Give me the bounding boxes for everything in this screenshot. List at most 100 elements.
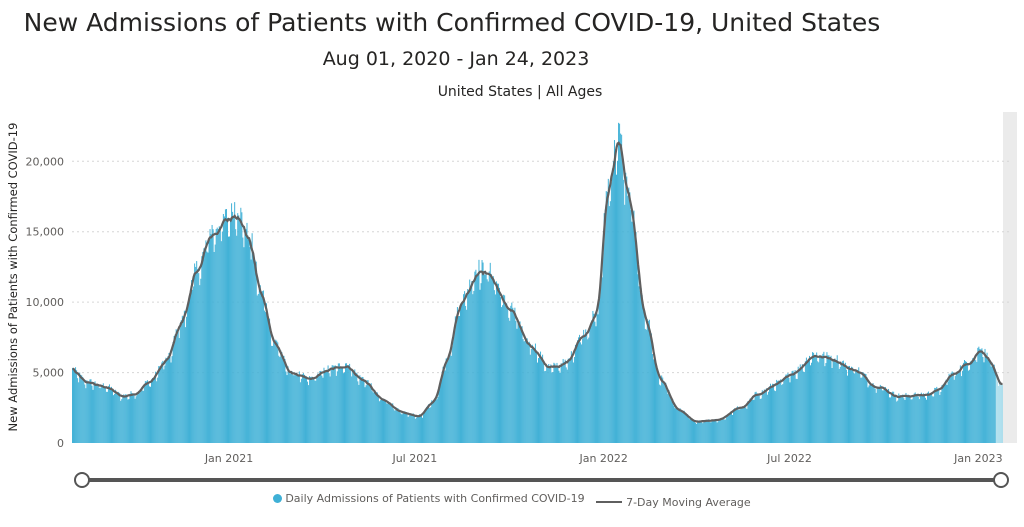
daily-bar xyxy=(362,377,364,443)
daily-bar xyxy=(898,393,900,443)
daily-bar xyxy=(686,414,688,443)
daily-bar xyxy=(529,354,531,443)
daily-bar xyxy=(253,258,255,443)
daily-bar xyxy=(563,361,565,443)
daily-bar xyxy=(560,363,562,443)
daily-bar xyxy=(181,315,183,443)
daily-bar xyxy=(905,392,907,443)
daily-bar xyxy=(146,380,148,443)
daily-bar xyxy=(604,209,606,443)
daily-bar xyxy=(555,366,557,443)
daily-bar xyxy=(208,239,210,443)
daily-bar xyxy=(241,212,243,443)
daily-bar xyxy=(702,423,704,443)
daily-bar xyxy=(404,411,406,443)
daily-bar xyxy=(800,368,802,443)
daily-bar xyxy=(91,385,93,443)
daily-bar xyxy=(142,390,144,443)
daily-bar xyxy=(78,382,80,443)
slider-end-handle[interactable] xyxy=(993,472,1009,488)
daily-bar xyxy=(480,283,482,443)
daily-bar xyxy=(152,377,154,443)
daily-bar xyxy=(262,290,264,443)
daily-bar xyxy=(743,406,745,443)
daily-bar xyxy=(201,256,203,443)
daily-bar xyxy=(713,419,715,443)
daily-bar xyxy=(367,380,369,443)
daily-bar xyxy=(443,369,445,443)
daily-bar xyxy=(767,391,769,443)
daily-bar xyxy=(278,355,280,443)
daily-bar xyxy=(956,371,958,443)
daily-bar xyxy=(640,288,642,443)
daily-bar xyxy=(982,356,984,443)
daily-bar xyxy=(740,407,742,443)
daily-bar xyxy=(693,420,694,443)
daily-bar xyxy=(607,178,609,443)
daily-bar xyxy=(734,408,736,443)
daily-bar xyxy=(213,252,215,443)
daily-bar xyxy=(745,407,747,443)
daily-bar xyxy=(236,235,238,443)
daily-bar xyxy=(431,400,433,443)
daily-bar xyxy=(274,341,276,443)
daily-bar xyxy=(488,271,490,443)
daily-bar xyxy=(546,365,548,443)
daily-bar xyxy=(565,367,567,443)
daily-bar xyxy=(131,393,133,443)
daily-bar xyxy=(169,354,171,443)
daily-bar xyxy=(590,323,592,443)
daily-bar xyxy=(373,391,375,443)
daily-bar xyxy=(746,408,748,443)
daily-bar xyxy=(525,338,527,443)
daily-bar xyxy=(153,378,155,443)
daily-bar xyxy=(772,383,774,443)
daily-bar xyxy=(894,395,896,443)
daily-bar xyxy=(879,384,881,443)
daily-bar xyxy=(618,122,620,443)
daily-bar xyxy=(913,393,915,443)
daily-bar xyxy=(712,420,714,443)
daily-bar xyxy=(917,396,919,443)
daily-bar xyxy=(230,220,232,443)
daily-bar xyxy=(494,294,496,443)
daily-bar xyxy=(77,378,79,443)
daily-bar xyxy=(927,392,929,443)
daily-bar xyxy=(568,358,570,443)
daily-bar xyxy=(317,373,319,443)
daily-bar xyxy=(629,192,631,443)
daily-bar xyxy=(533,348,535,443)
daily-bar xyxy=(504,295,506,443)
daily-bar xyxy=(389,402,391,443)
daily-bar xyxy=(112,390,114,443)
legend-item-moving-average[interactable]: 7-Day Moving Average xyxy=(596,496,751,509)
daily-bar xyxy=(314,380,316,443)
daily-bar xyxy=(660,385,662,443)
daily-bar xyxy=(661,375,663,443)
daily-bar xyxy=(386,403,388,443)
daily-bar xyxy=(249,247,251,443)
slider-start-handle[interactable] xyxy=(74,472,90,488)
daily-bar xyxy=(273,338,275,443)
daily-bar xyxy=(759,398,761,443)
daily-bar xyxy=(424,411,426,443)
x-tick-label: Jul 2021 xyxy=(391,452,437,465)
daily-bar xyxy=(541,358,543,443)
daily-bar xyxy=(332,365,334,443)
daily-bar xyxy=(319,371,321,443)
daily-bar xyxy=(147,383,149,443)
daily-bar xyxy=(857,369,859,443)
daily-bar xyxy=(349,363,351,443)
daily-bar xyxy=(815,355,817,443)
daily-bar xyxy=(272,345,274,443)
daily-bar xyxy=(502,305,504,443)
daily-bar xyxy=(105,391,107,443)
daily-bar xyxy=(680,411,682,443)
daily-bar xyxy=(799,364,801,443)
daily-bar xyxy=(720,418,722,443)
daily-bar xyxy=(93,382,95,443)
daily-bar xyxy=(904,400,906,443)
daily-bar xyxy=(808,355,810,443)
legend-item-daily[interactable]: Daily Admissions of Patients with Confir… xyxy=(273,492,585,505)
